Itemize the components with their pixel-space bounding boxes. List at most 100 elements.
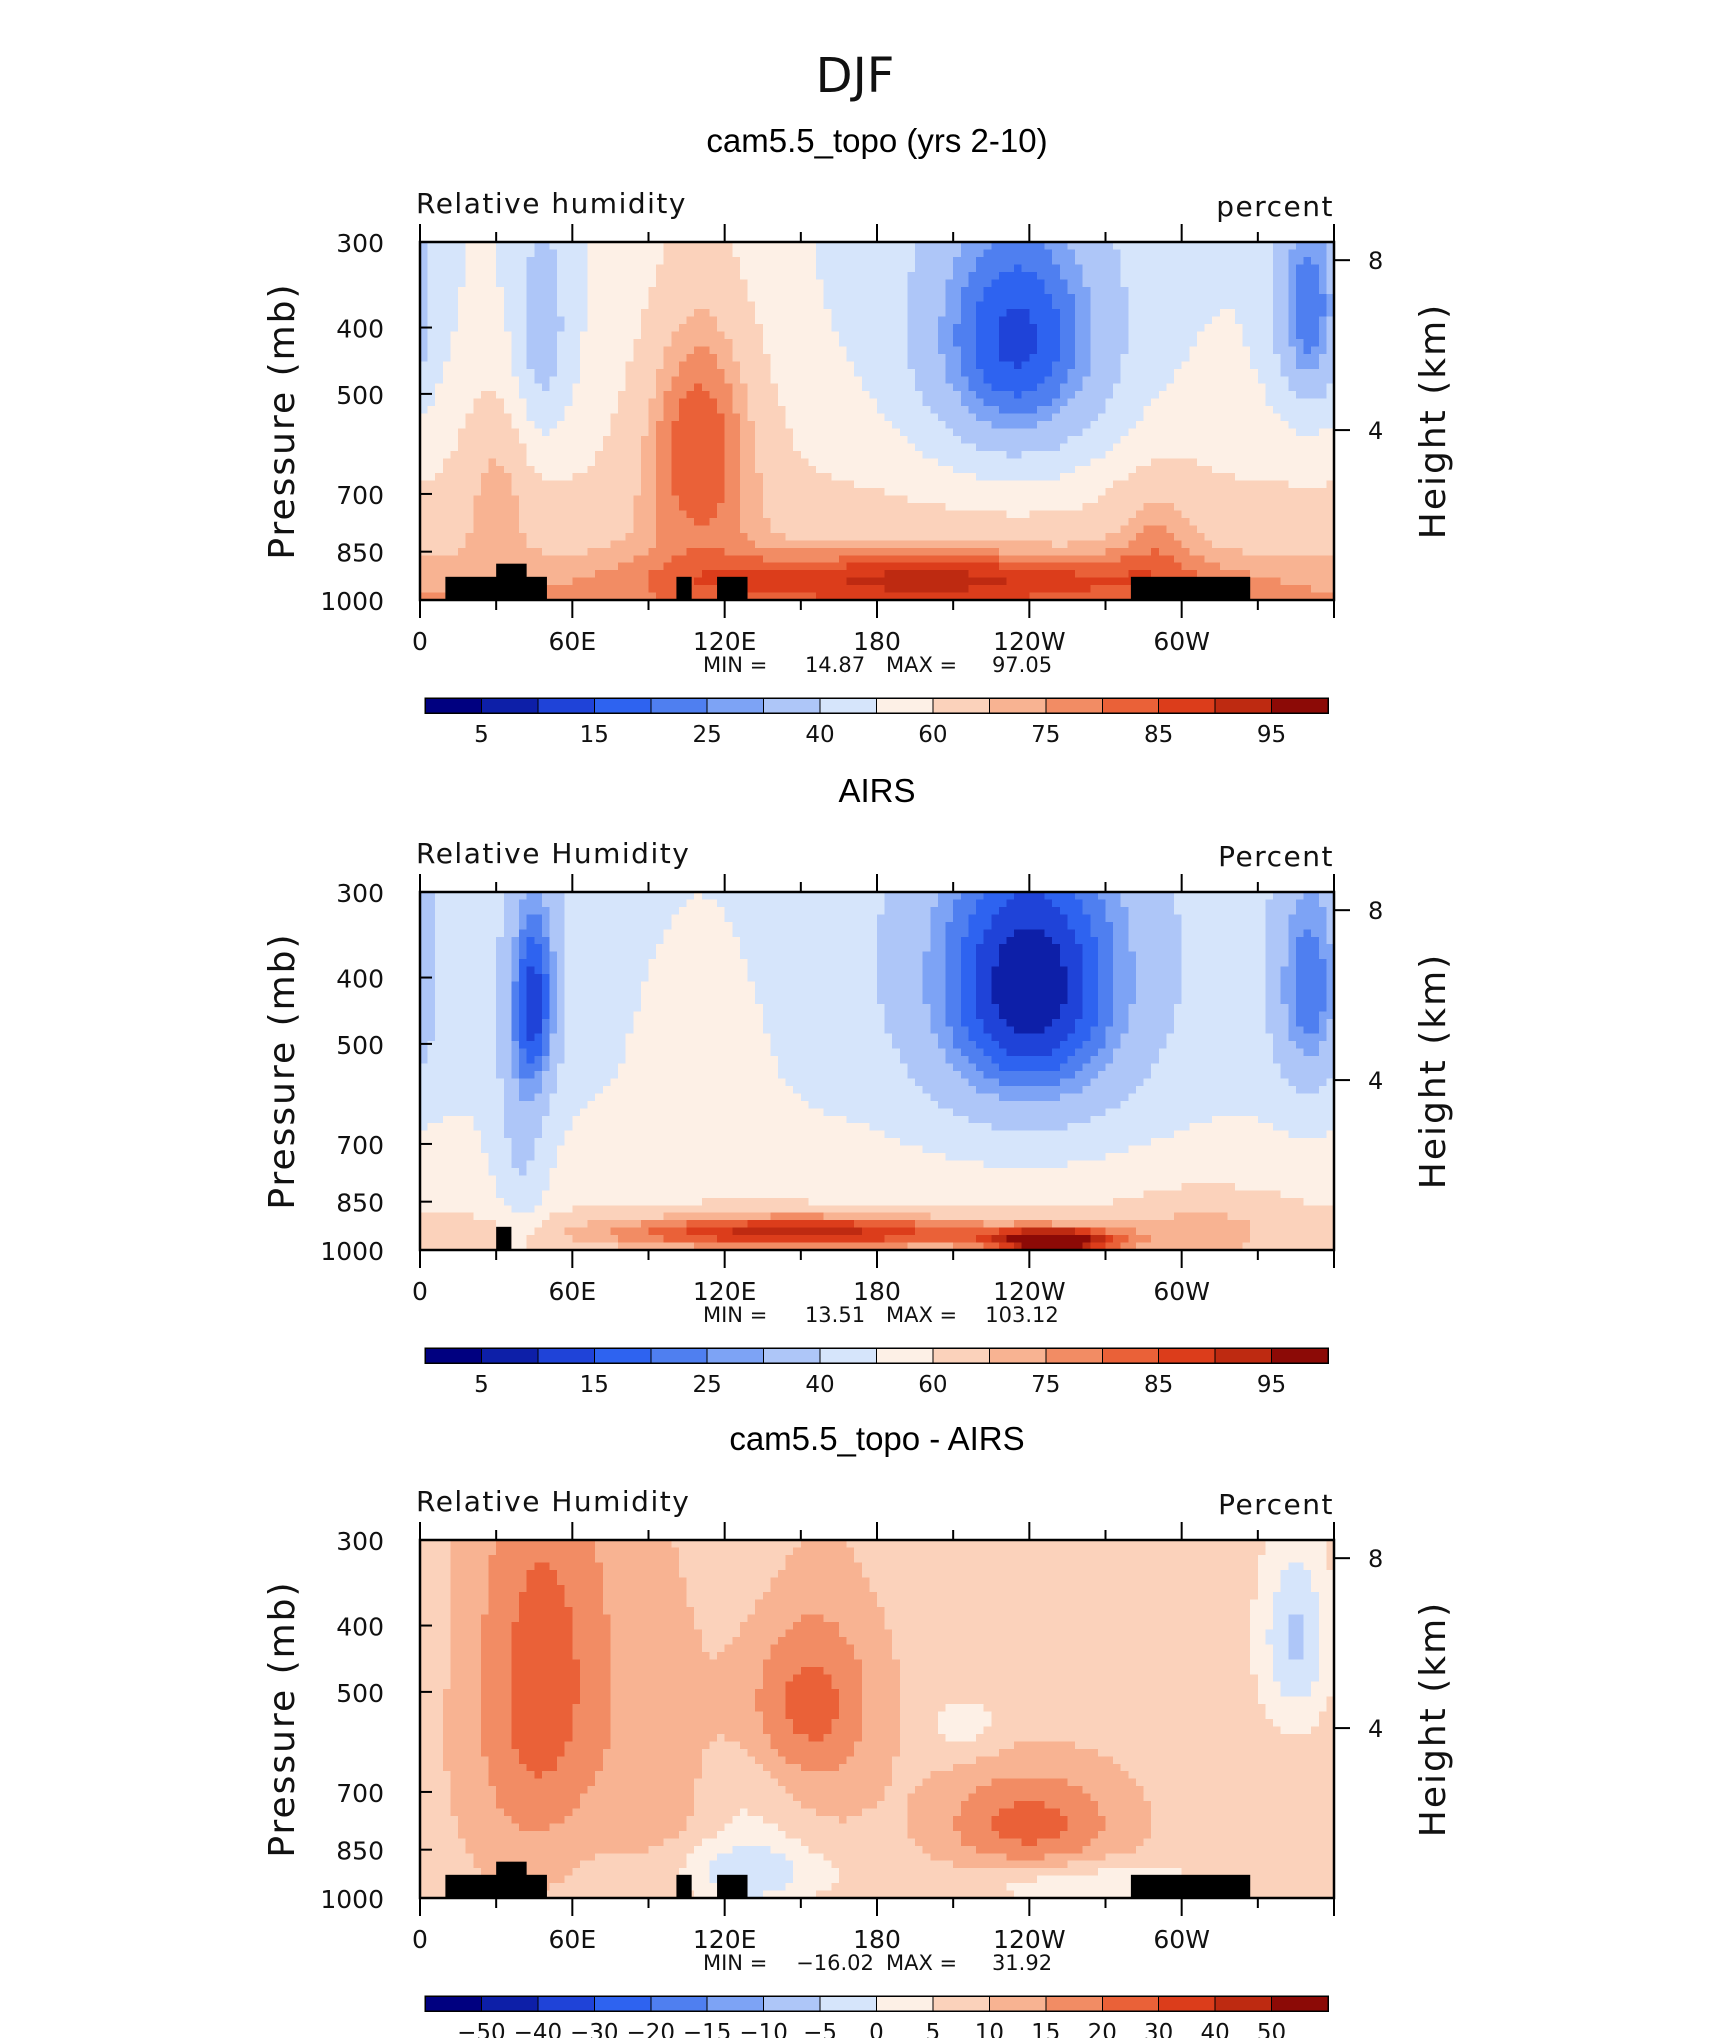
colorbar-label: 40 (805, 1372, 834, 1398)
colorbar-label: 40 (1200, 2020, 1229, 2038)
colorbar-swatch (425, 1348, 481, 1363)
chart-panel-3: cam5.5_topo - AIRS Relative Humidity Perce… (262, 1420, 1454, 2038)
y-tick-label: 850 (336, 1837, 384, 1866)
max-label: MAX = (886, 1951, 957, 1975)
x-tick-label: 0 (412, 1925, 428, 1954)
colorbar-swatch (481, 1996, 537, 2011)
colorbar-label: −50 (457, 2020, 506, 2038)
colorbar-swatch (1272, 1996, 1328, 2011)
max-value: 103.12 (985, 1303, 1058, 1327)
y-tick-label: 500 (336, 1679, 384, 1708)
field-name-label: Relative Humidity (416, 1485, 690, 1518)
colorbar-swatch (651, 1996, 707, 2011)
colorbar-swatch (594, 1996, 650, 2011)
y2-axis-label: Height (km) (1413, 953, 1454, 1189)
colorbar-swatch (651, 698, 707, 713)
colorbar-swatch (1159, 1348, 1215, 1363)
colorbar-swatch (707, 1996, 763, 2011)
colorbar-label: 0 (869, 2020, 884, 2038)
colorbar-swatch (707, 1348, 763, 1363)
y-axis-label: Pressure (mb) (262, 282, 303, 559)
colorbar-swatch (538, 1996, 594, 2011)
colorbar-swatch (481, 698, 537, 713)
colorbar-swatch (1215, 698, 1271, 713)
colorbar-swatch (989, 698, 1045, 713)
colorbar-swatch (1102, 1996, 1158, 2011)
units-label: percent (1216, 190, 1334, 223)
y2-tick-label: 4 (1368, 1067, 1383, 1095)
min-value: −16.02 (796, 1951, 874, 1975)
y-tick-label: 400 (336, 1613, 384, 1642)
topography-block (509, 577, 547, 600)
min-label: MIN = (703, 1303, 767, 1327)
colorbar-swatch (425, 698, 481, 713)
y-tick-label: 850 (336, 1189, 384, 1218)
chart-title: AIRS (838, 772, 915, 809)
colorbar-swatch (1159, 1996, 1215, 2011)
y-tick-label: 500 (336, 381, 384, 410)
chart-title: cam5.5_topo - AIRS (729, 1420, 1024, 1457)
y-tick-label: 700 (336, 1131, 384, 1160)
topography-block (676, 577, 691, 600)
units-label: Percent (1218, 1488, 1334, 1521)
field-name-label: Relative humidity (416, 187, 687, 220)
y2-tick-label: 4 (1368, 417, 1383, 445)
x-tick-label: 60W (1153, 627, 1210, 656)
x-tick-label: 120E (693, 1277, 757, 1306)
colorbar-swatch (651, 1348, 707, 1363)
x-tick-label: 60W (1153, 1277, 1210, 1306)
colorbar-label: 5 (474, 722, 489, 748)
y-tick-label: 500 (336, 1031, 384, 1060)
colorbar-swatch (594, 698, 650, 713)
y-tick-label: 400 (336, 965, 384, 994)
x-tick-label: 60E (549, 627, 597, 656)
colorbar-swatch (989, 1996, 1045, 2011)
min-label: MIN = (703, 653, 767, 677)
y-tick-label: 850 (336, 539, 384, 568)
colorbar-label: −30 (570, 2020, 619, 2038)
colorbar-swatch (933, 698, 989, 713)
colorbar-swatch (877, 1348, 933, 1363)
colorbar-swatch (1102, 1348, 1158, 1363)
colorbar-swatch (820, 698, 876, 713)
colorbar (425, 1996, 1328, 2011)
y-tick-label: 1000 (320, 1885, 384, 1914)
colorbar-label: −20 (626, 2020, 675, 2038)
colorbar-swatch (1159, 698, 1215, 713)
colorbar-swatch (1215, 1348, 1271, 1363)
colorbar-label: 20 (1088, 2020, 1117, 2038)
colorbar-label: 75 (1031, 1372, 1060, 1398)
colorbar-label: 5 (926, 2020, 941, 2038)
y-tick-label: 1000 (320, 587, 384, 616)
y2-tick-label: 4 (1368, 1715, 1383, 1743)
x-tick-label: 60W (1153, 1925, 1210, 1954)
colorbar-swatch (933, 1996, 989, 2011)
colorbar-label: 95 (1257, 1372, 1286, 1398)
y-tick-label: 700 (336, 481, 384, 510)
page-title: DJF (816, 48, 895, 104)
colorbar-swatch (764, 1348, 820, 1363)
y-tick-label: 300 (336, 1527, 384, 1556)
colorbar-label: 15 (580, 1372, 609, 1398)
y-tick-label: 700 (336, 1779, 384, 1808)
colorbar-label: −40 (514, 2020, 563, 2038)
colorbar-swatch (1046, 1348, 1102, 1363)
colorbar-swatch (1046, 698, 1102, 713)
colorbar-label: 85 (1144, 1372, 1173, 1398)
colorbar-swatch (538, 698, 594, 713)
y2-axis-label: Height (km) (1413, 1601, 1454, 1837)
colorbar-swatch (764, 698, 820, 713)
chart-title: cam5.5_topo (yrs 2-10) (706, 122, 1047, 159)
y2-tick-label: 8 (1368, 247, 1383, 275)
colorbar-swatch (933, 1348, 989, 1363)
colorbar-swatch (820, 1996, 876, 2011)
y2-tick-label: 8 (1368, 1545, 1383, 1573)
max-value: 31.92 (992, 1951, 1052, 1975)
colorbar-swatch (481, 1348, 537, 1363)
chart-panel-1: cam5.5_topo (yrs 2-10) Relative humidity p… (262, 122, 1454, 748)
colorbar-swatch (538, 1348, 594, 1363)
colorbar-label: 15 (1031, 2020, 1060, 2038)
colorbar-label: 5 (474, 1372, 489, 1398)
colorbar-label: 60 (918, 1372, 947, 1398)
